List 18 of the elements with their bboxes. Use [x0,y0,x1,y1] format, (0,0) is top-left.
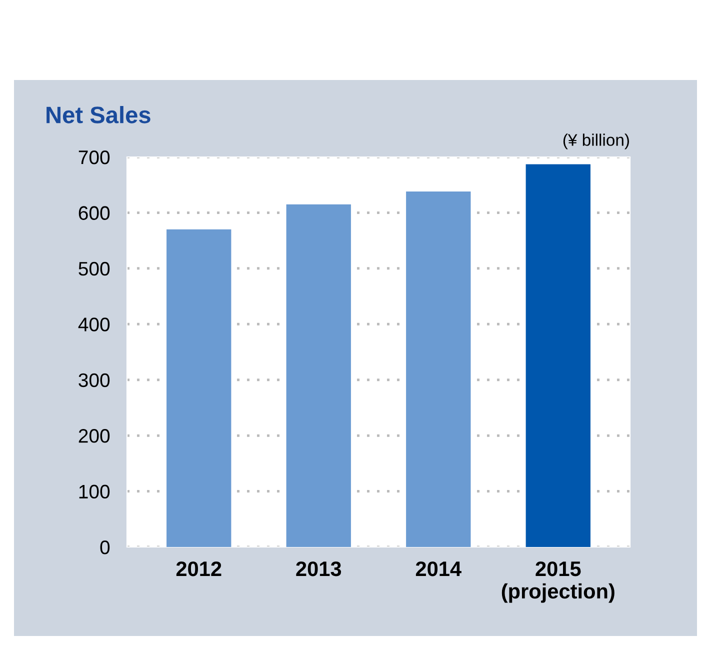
y-tick-label: 500 [78,262,110,276]
x-tick-label: 2015 (projection) [502,561,614,603]
bar [406,192,471,547]
x-tick-label: 2014 [416,561,462,576]
bar [286,204,351,547]
y-tick-label: 100 [79,484,110,499]
y-tick-label: 200 [78,429,110,443]
x-tick-label: 2012 [176,561,222,576]
bar [166,229,232,547]
bar [526,164,590,547]
y-tick-label: 400 [78,318,110,332]
y-tick-label: 300 [78,373,110,388]
chart-title: Net Sales [46,106,150,124]
y-tick-label: 0 [100,540,110,554]
y-tick-label: 600 [78,206,110,220]
text: (¥ billion) [563,134,629,150]
x-tick-label: 2013 [296,561,342,576]
y-tick-label: 700 [78,150,110,164]
